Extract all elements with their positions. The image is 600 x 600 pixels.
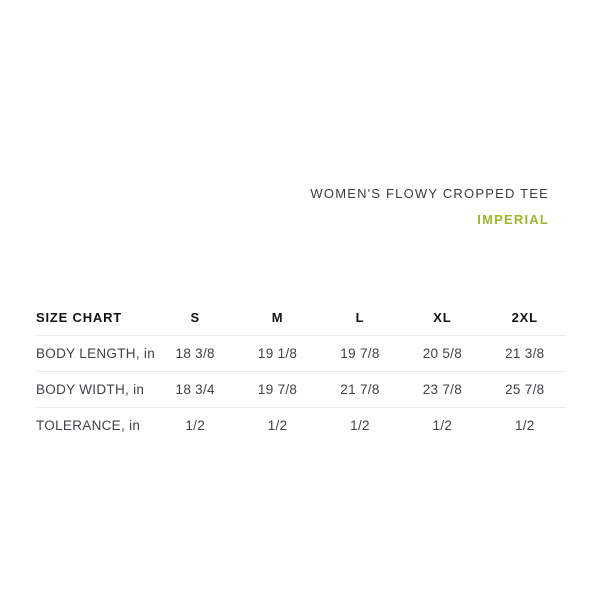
measurement-cell: 1/2 xyxy=(185,418,206,433)
size-column-header-s: S xyxy=(154,299,237,336)
size-chart-title: SIZE CHART xyxy=(36,299,154,336)
measurement-cell: 1/2 xyxy=(514,418,535,433)
size-column-header-2xl: 2XL xyxy=(483,299,566,336)
measurement-cell: 20 5/8 xyxy=(401,335,484,372)
measurement-cell: 23 7/8 xyxy=(401,371,484,408)
size-column-header-xl: XL xyxy=(401,299,484,336)
size-guide-header: WOMEN'S FLOWY CROPPED TEE IMPERIAL xyxy=(310,186,549,229)
table-row-body-width: BODY WIDTH, in 18 3/4 19 7/8 21 7/8 23 7… xyxy=(36,371,566,408)
table-row-tolerance: TOLERANCE, in 1/2 1/2 1/2 1/2 1/2 xyxy=(36,408,566,444)
row-label: BODY LENGTH, in xyxy=(36,335,155,372)
measurement-cell: 21 7/8 xyxy=(318,371,402,408)
measurement-cell: 21 3/8 xyxy=(483,335,566,372)
measurement-cell: 1/2 xyxy=(350,418,370,433)
measurement-cell: 18 3/8 xyxy=(154,335,237,372)
product-title: WOMEN'S FLOWY CROPPED TEE xyxy=(310,186,549,201)
row-label: BODY WIDTH, in xyxy=(36,371,154,408)
table-row-body-length: BODY LENGTH, in 18 3/8 19 1/8 19 7/8 20 … xyxy=(36,335,566,372)
row-label: TOLERANCE, in xyxy=(36,418,141,433)
size-chart-table: SIZE CHART S M L XL 2XL BODY LENGTH, in … xyxy=(36,299,566,443)
measurement-cell: 19 7/8 xyxy=(318,335,402,372)
size-column-header-l: L xyxy=(318,299,402,336)
measurement-cell: 1/2 xyxy=(432,418,453,433)
measurement-cell: 25 7/8 xyxy=(483,371,566,408)
size-column-header-m: M xyxy=(236,299,319,336)
measurement-cell: 19 7/8 xyxy=(236,371,319,408)
size-chart-header-row: SIZE CHART S M L XL 2XL xyxy=(36,299,566,336)
measurement-cell: 19 1/8 xyxy=(236,335,319,372)
measurement-cell: 1/2 xyxy=(267,418,288,433)
imperial-unit-toggle[interactable]: IMPERIAL xyxy=(477,212,549,227)
measurement-cell: 18 3/4 xyxy=(154,371,237,408)
